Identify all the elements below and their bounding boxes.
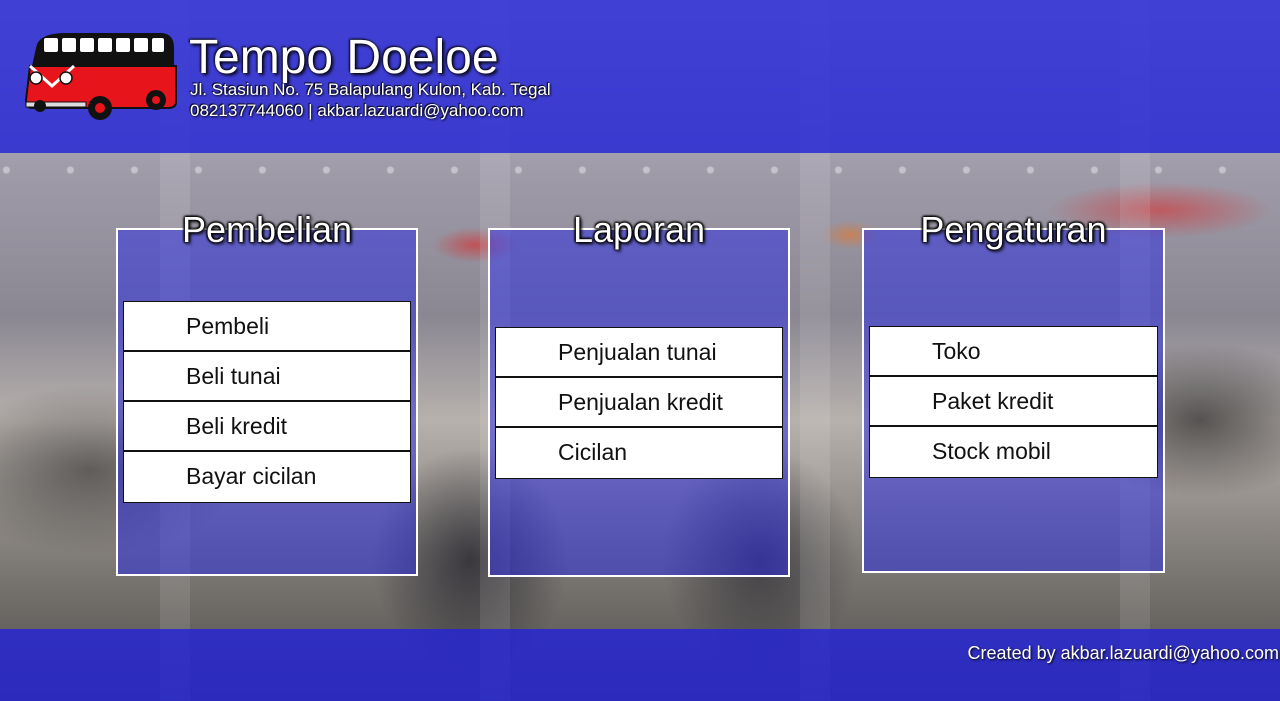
panel-laporan: Laporan Penjualan tunai Penjualan kredit… <box>488 209 790 577</box>
menu-item-bayar-cicilan[interactable]: Bayar cicilan <box>124 452 410 502</box>
brand-address: Jl. Stasiun No. 75 Balapulang Kulon, Kab… <box>190 80 551 99</box>
menu-pengaturan: Toko Paket kredit Stock mobil <box>869 326 1158 478</box>
brand-contact: 082137744060 | akbar.lazuardi@yahoo.com <box>190 101 524 120</box>
menu-item-penjualan-kredit[interactable]: Penjualan kredit <box>496 378 782 428</box>
menu-item-penjualan-tunai[interactable]: Penjualan tunai <box>496 328 782 378</box>
panel-title-pengaturan: Pengaturan <box>920 209 1107 250</box>
menu-item-pembeli[interactable]: Pembeli <box>124 302 410 352</box>
brand-title: Tempo Doeloe <box>189 31 499 84</box>
panel-title-laporan: Laporan <box>572 209 706 250</box>
menu-laporan: Penjualan tunai Penjualan kredit Cicilan <box>495 327 783 479</box>
menu-item-beli-kredit[interactable]: Beli kredit <box>124 402 410 452</box>
menu-pembelian: Pembeli Beli tunai Beli kredit Bayar cic… <box>123 301 411 503</box>
panel-pengaturan: Pengaturan Toko Paket kredit Stock mobil <box>862 209 1165 573</box>
panel-title-pembelian: Pembelian <box>181 209 353 250</box>
menu-item-toko[interactable]: Toko <box>870 327 1157 377</box>
menu-item-paket-kredit[interactable]: Paket kredit <box>870 377 1157 427</box>
footer-credit: Created by akbar.lazuardi@yahoo.com <box>967 643 1279 663</box>
menu-item-beli-tunai[interactable]: Beli tunai <box>124 352 410 402</box>
van-icon <box>24 33 177 120</box>
footer-bar: Created by akbar.lazuardi@yahoo.com <box>0 629 1280 701</box>
menu-item-stock-mobil[interactable]: Stock mobil <box>870 427 1157 477</box>
header-bar: Tempo Doeloe Jl. Stasiun No. 75 Balapula… <box>0 0 1280 153</box>
panel-pembelian: Pembelian Pembeli Beli tunai Beli kredit… <box>116 209 418 576</box>
menu-item-cicilan[interactable]: Cicilan <box>496 428 782 478</box>
